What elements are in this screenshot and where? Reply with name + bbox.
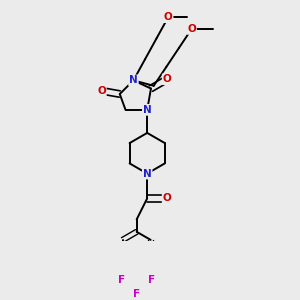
Text: N: N bbox=[143, 169, 152, 178]
Text: F: F bbox=[148, 275, 155, 285]
Text: O: O bbox=[97, 86, 106, 96]
Text: N: N bbox=[129, 75, 138, 85]
Text: O: O bbox=[164, 12, 172, 22]
Text: O: O bbox=[187, 24, 196, 34]
Text: O: O bbox=[163, 74, 171, 84]
Text: F: F bbox=[118, 275, 125, 285]
Text: O: O bbox=[163, 193, 171, 203]
Text: F: F bbox=[133, 289, 140, 299]
Text: N: N bbox=[143, 105, 152, 115]
